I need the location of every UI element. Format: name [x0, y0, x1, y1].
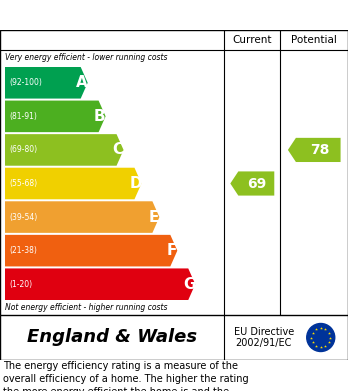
Text: 69: 69	[247, 176, 266, 190]
Text: Not energy efficient - higher running costs: Not energy efficient - higher running co…	[5, 303, 167, 312]
Text: Very energy efficient - lower running costs: Very energy efficient - lower running co…	[5, 54, 167, 63]
Polygon shape	[230, 171, 274, 196]
Circle shape	[307, 323, 335, 352]
Text: Current: Current	[232, 35, 272, 45]
Polygon shape	[288, 138, 341, 162]
Polygon shape	[5, 235, 177, 266]
Text: D: D	[129, 176, 142, 191]
Text: Potential: Potential	[291, 35, 337, 45]
Text: The energy efficiency rating is a measure of the
overall efficiency of a home. T: The energy efficiency rating is a measur…	[3, 361, 249, 391]
Text: (1-20): (1-20)	[9, 280, 32, 289]
Text: (81-91): (81-91)	[9, 112, 37, 121]
Text: Energy Efficiency Rating: Energy Efficiency Rating	[10, 7, 220, 23]
Text: B: B	[94, 109, 105, 124]
Polygon shape	[5, 67, 88, 99]
Text: G: G	[183, 277, 196, 292]
Polygon shape	[5, 168, 142, 199]
Polygon shape	[5, 134, 124, 166]
Text: E: E	[148, 210, 159, 224]
Text: F: F	[166, 243, 176, 258]
Polygon shape	[5, 100, 105, 132]
Text: (21-38): (21-38)	[9, 246, 37, 255]
Text: 78: 78	[310, 143, 329, 157]
Text: EU Directive
2002/91/EC: EU Directive 2002/91/EC	[234, 327, 294, 348]
Text: (39-54): (39-54)	[9, 213, 37, 222]
Polygon shape	[5, 201, 159, 233]
Text: (92-100): (92-100)	[9, 78, 42, 87]
Text: (69-80): (69-80)	[9, 145, 37, 154]
Text: (55-68): (55-68)	[9, 179, 37, 188]
Text: C: C	[112, 142, 123, 158]
Polygon shape	[5, 269, 195, 300]
Text: A: A	[76, 75, 88, 90]
Text: England & Wales: England & Wales	[27, 328, 197, 346]
